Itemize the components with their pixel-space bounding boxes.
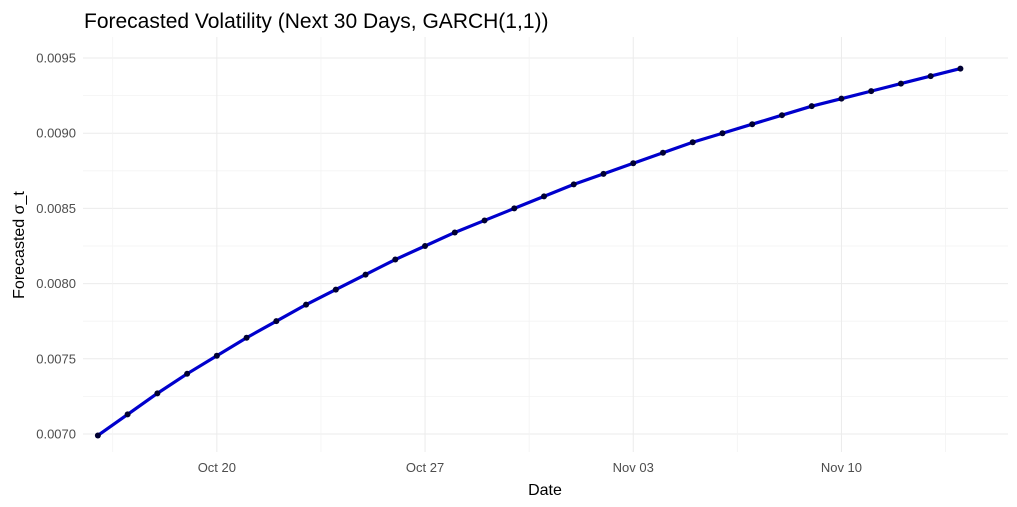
data-point bbox=[422, 243, 429, 249]
data-point bbox=[392, 256, 399, 263]
data-point bbox=[303, 301, 310, 308]
y-tick-label: 0.0085 bbox=[36, 201, 76, 216]
data-point bbox=[511, 205, 518, 212]
data-point bbox=[332, 286, 339, 293]
series-line bbox=[96, 66, 963, 438]
y-tick-label: 0.0080 bbox=[36, 276, 76, 291]
x-axis-ticks: Oct 20 Oct 27 Nov 03 Nov 10 bbox=[198, 460, 862, 475]
data-point bbox=[927, 73, 934, 80]
data-point bbox=[362, 271, 369, 278]
data-point bbox=[897, 80, 904, 87]
y-axis-title: Forecasted σ_t bbox=[11, 191, 28, 299]
data-point bbox=[838, 95, 845, 102]
data-point bbox=[630, 160, 637, 167]
data-point bbox=[808, 103, 815, 110]
x-tick-label: Nov 10 bbox=[821, 460, 862, 475]
data-point bbox=[273, 318, 280, 325]
x-axis-title: Date bbox=[528, 482, 562, 499]
data-point bbox=[451, 229, 458, 236]
x-tick-label: Oct 27 bbox=[406, 460, 444, 475]
y-tick-label: 0.0095 bbox=[36, 51, 76, 66]
series-layer bbox=[94, 65, 964, 439]
data-point bbox=[124, 411, 131, 418]
data-point bbox=[600, 170, 607, 177]
data-point bbox=[957, 65, 964, 72]
y-tick-label: 0.0075 bbox=[36, 351, 76, 366]
chart-title: Forecasted Volatility (Next 30 Days, GAR… bbox=[84, 10, 548, 33]
data-point bbox=[94, 432, 101, 439]
grid bbox=[83, 37, 1008, 452]
y-tick-label: 0.0090 bbox=[36, 126, 76, 141]
data-point bbox=[481, 217, 488, 224]
data-point bbox=[749, 121, 756, 128]
x-tick-label: Nov 03 bbox=[613, 460, 654, 475]
data-point bbox=[719, 130, 726, 137]
data-point bbox=[778, 112, 785, 119]
data-point bbox=[659, 149, 666, 156]
y-tick-label: 0.0070 bbox=[36, 426, 76, 441]
data-point bbox=[689, 139, 696, 146]
data-point bbox=[868, 88, 875, 95]
data-point bbox=[243, 334, 250, 341]
data-point bbox=[154, 390, 161, 397]
data-point bbox=[184, 370, 191, 377]
data-point bbox=[541, 193, 548, 200]
data-point bbox=[570, 181, 577, 188]
data-point bbox=[213, 352, 220, 359]
y-axis-ticks: 0.0070 0.0075 0.0080 0.0085 0.0090 0.0095 bbox=[36, 51, 76, 442]
x-tick-label: Oct 20 bbox=[198, 460, 236, 475]
